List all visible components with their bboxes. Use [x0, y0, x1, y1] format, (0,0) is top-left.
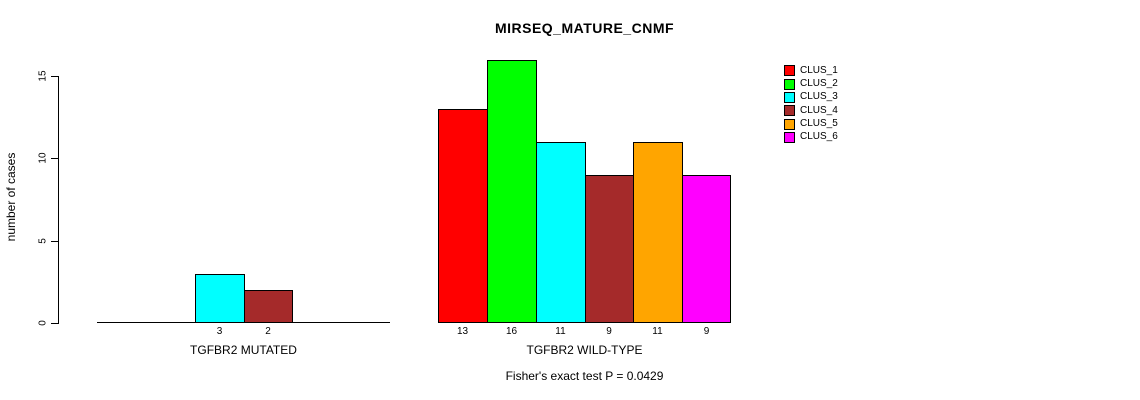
y-tick-label: 5: [37, 238, 49, 244]
y-axis-tick: [51, 158, 58, 159]
bar-value-label: 3: [216, 326, 223, 337]
bar-tgfbr2-mutated-clus-3: [195, 274, 245, 323]
bar-tgfbr2-wild-type-clus-6: [682, 175, 731, 323]
bar-value-label: 11: [555, 326, 566, 337]
legend-label: CLUS_6: [800, 131, 838, 143]
legend-label: CLUS_1: [800, 64, 838, 76]
bar-tgfbr2-wild-type-clus-2: [487, 60, 537, 323]
legend-swatch-clus-6: [784, 131, 795, 143]
legend-item: CLUS_3: [784, 91, 838, 104]
chart-title: MIRSEQ_MATURE_CNMF: [494, 20, 675, 36]
legend-swatch-clus-4: [784, 105, 795, 117]
legend: CLUS_1 CLUS_2 CLUS_3 CLUS_4 CLUS_5 CLUS_6: [784, 64, 838, 144]
y-axis-tick: [51, 241, 58, 242]
bar-tgfbr2-wild-type-clus-3: [536, 142, 586, 323]
legend-item: CLUS_6: [784, 131, 838, 144]
bar-tgfbr2-mutated-clus-4: [244, 290, 293, 323]
bar-value-label: 2: [265, 326, 271, 337]
y-tick-label: 0: [37, 320, 49, 326]
bar-value-label: 11: [652, 326, 663, 337]
annotation-text: Fisher's exact test P = 0.0429: [505, 369, 664, 383]
legend-swatch-clus-1: [784, 65, 795, 77]
legend-item: CLUS_4: [784, 104, 838, 117]
x-axis-group-label: TGFBR2 MUTATED: [190, 343, 297, 357]
bar-tgfbr2-wild-type-clus-1: [438, 109, 488, 323]
legend-label: CLUS_5: [800, 118, 838, 130]
y-tick-label: 10: [37, 152, 49, 164]
bar-value-label: 9: [606, 326, 612, 337]
bar-tgfbr2-wild-type-clus-5: [633, 142, 683, 323]
legend-swatch-clus-3: [784, 91, 795, 103]
bar-value-label: 9: [703, 326, 710, 337]
legend-item: CLUS_1: [784, 64, 838, 77]
legend-item: CLUS_2: [784, 77, 838, 90]
legend-item: CLUS_5: [784, 117, 838, 130]
legend-label: CLUS_4: [800, 104, 838, 116]
y-axis-tick: [51, 323, 58, 324]
y-axis-label: number of cases: [4, 152, 18, 242]
y-axis-spine: [58, 76, 59, 324]
x-axis-group-label: TGFBR2 WILD-TYPE: [526, 343, 643, 357]
legend-swatch-clus-2: [784, 78, 795, 90]
bar-value-label: 16: [505, 326, 518, 337]
legend-swatch-clus-5: [784, 118, 795, 130]
legend-label: CLUS_3: [800, 91, 838, 103]
y-axis-tick: [51, 76, 58, 77]
y-tick-label: 15: [37, 70, 49, 82]
legend-label: CLUS_2: [800, 78, 838, 90]
bar-tgfbr2-wild-type-clus-4: [585, 175, 634, 323]
bar-value-label: 13: [456, 326, 469, 337]
